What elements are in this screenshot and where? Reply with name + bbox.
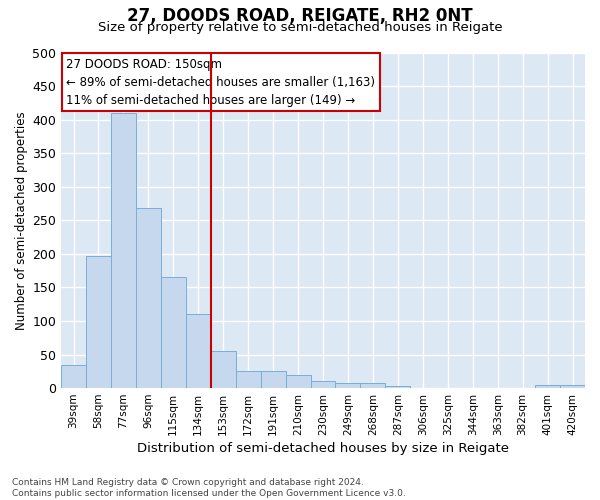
Bar <box>186 314 211 388</box>
Bar <box>61 364 86 388</box>
Bar <box>286 374 311 388</box>
Bar <box>311 382 335 388</box>
Text: Contains HM Land Registry data © Crown copyright and database right 2024.
Contai: Contains HM Land Registry data © Crown c… <box>12 478 406 498</box>
Bar <box>86 256 111 388</box>
Bar <box>335 382 361 388</box>
Bar <box>111 113 136 388</box>
X-axis label: Distribution of semi-detached houses by size in Reigate: Distribution of semi-detached houses by … <box>137 442 509 455</box>
Bar <box>361 382 385 388</box>
Bar <box>535 384 560 388</box>
Bar <box>211 351 236 388</box>
Text: Size of property relative to semi-detached houses in Reigate: Size of property relative to semi-detach… <box>98 21 502 34</box>
Y-axis label: Number of semi-detached properties: Number of semi-detached properties <box>15 111 28 330</box>
Text: 27, DOODS ROAD, REIGATE, RH2 0NT: 27, DOODS ROAD, REIGATE, RH2 0NT <box>127 8 473 26</box>
Bar <box>560 384 585 388</box>
Bar <box>161 278 186 388</box>
Bar <box>236 372 260 388</box>
Bar <box>136 208 161 388</box>
Bar <box>385 386 410 388</box>
Text: 27 DOODS ROAD: 150sqm
← 89% of semi-detached houses are smaller (1,163)
11% of s: 27 DOODS ROAD: 150sqm ← 89% of semi-deta… <box>66 58 375 106</box>
Bar <box>260 372 286 388</box>
